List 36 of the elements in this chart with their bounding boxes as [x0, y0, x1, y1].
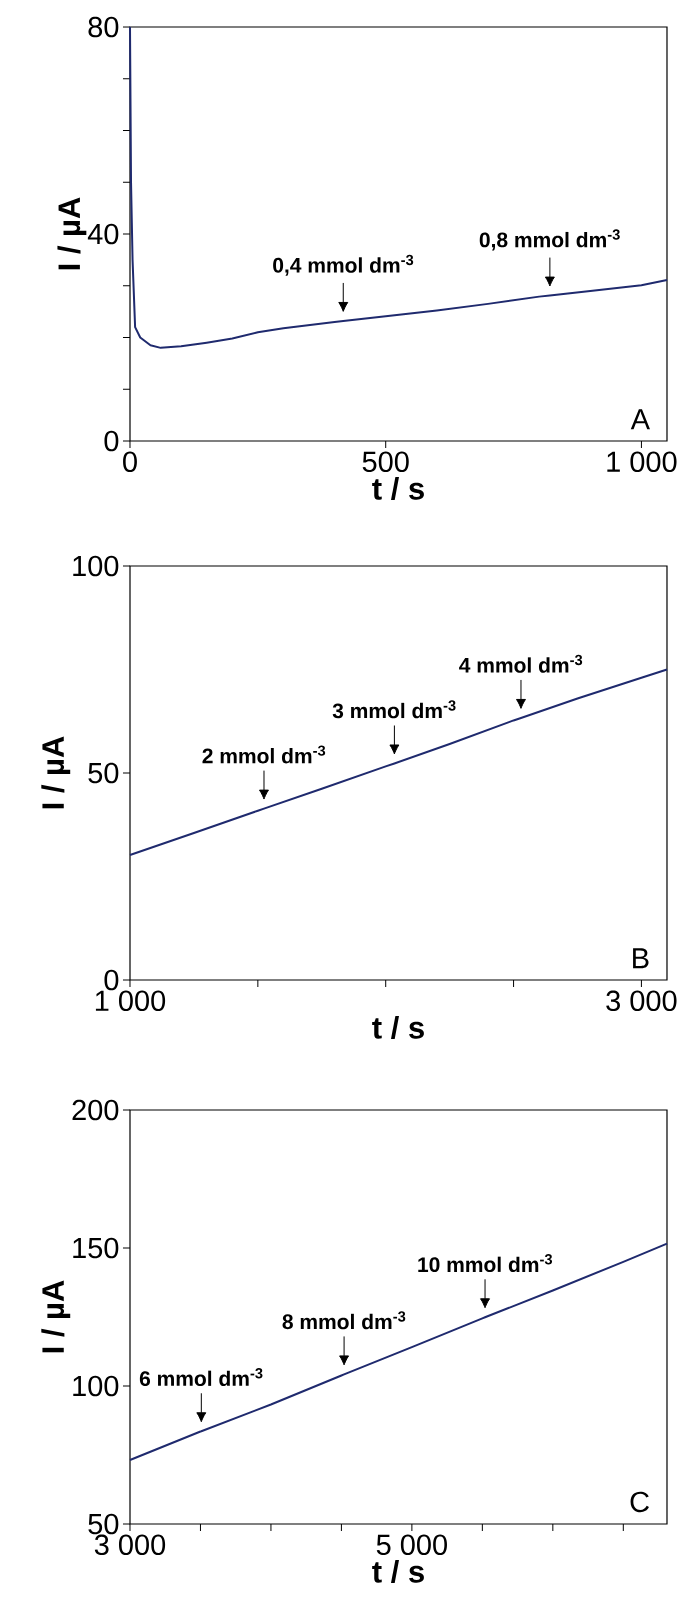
y-tick-label: 0: [104, 969, 119, 991]
annotation: 0,4 mmol dm$^{-3}$: [273, 254, 414, 276]
y-tick-label: 50: [88, 762, 119, 784]
x-tick-label: 0: [123, 451, 137, 473]
x-axis-title: t / s: [372, 1015, 424, 1040]
annotation: 8 mmol dm$^{-3}$: [282, 1311, 406, 1330]
y-axis-title: I / µA: [41, 736, 71, 809]
y-tick-label: 0: [104, 430, 119, 452]
x-tick-label: 1 000: [607, 451, 677, 473]
annotation: 0,8 mmol dm$^{-3}$: [479, 229, 620, 251]
annotation: B: [633, 948, 649, 969]
y-tick-label: 80: [88, 16, 119, 38]
x-tick-label: 3 000: [94, 1534, 166, 1556]
y-tick-label: 50: [88, 1513, 119, 1535]
annotation: 4 mmol dm$^{-3}$: [459, 654, 583, 673]
annotation: 3 mmol dm$^{-3}$: [332, 700, 456, 719]
x-tick-label: 5 000: [376, 1534, 447, 1556]
y-tick-label: 40: [87, 223, 119, 245]
y-axis-title: I / µA: [41, 1280, 71, 1353]
x-axis-title: t / s: [372, 476, 424, 501]
y-axis-title: I / µA: [57, 197, 87, 270]
line-series: [129, 26, 668, 349]
annotation: 10 mmol dm$^{-3}$: [418, 1254, 553, 1273]
y-tick-label: 100: [73, 1375, 119, 1397]
y-tick-label: 200: [72, 1099, 119, 1121]
x-tick-label: 1 000: [95, 990, 166, 1012]
annotation: C: [630, 1491, 649, 1513]
annotation: 6 mmol dm$^{-3}$: [139, 1368, 263, 1387]
y-tick-label: 100: [73, 555, 119, 577]
line-series: [129, 1242, 668, 1461]
x-tick-label: 500: [362, 451, 409, 473]
annotation: A: [630, 409, 650, 430]
annotation: 2 mmol dm$^{-3}$: [202, 745, 326, 764]
y-tick-label: 150: [73, 1237, 119, 1259]
x-axis-title: t / s: [372, 1559, 424, 1584]
x-tick-label: 3 000: [606, 990, 677, 1012]
